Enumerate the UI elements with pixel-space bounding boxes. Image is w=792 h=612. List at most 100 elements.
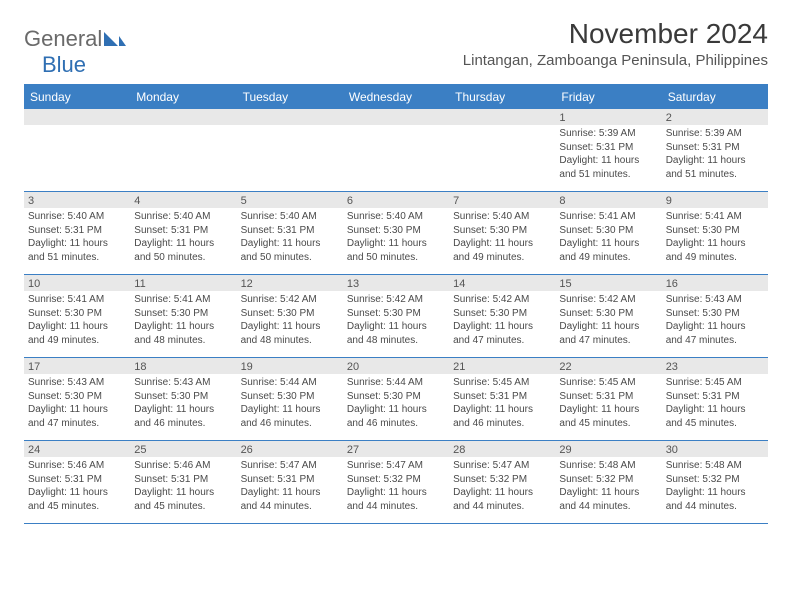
- sunrise-text: Sunrise: 5:44 AM: [241, 376, 339, 390]
- sunset-text: Sunset: 5:31 PM: [666, 141, 764, 155]
- day-number: [343, 109, 449, 125]
- day-cell: 21Sunrise: 5:45 AMSunset: 5:31 PMDayligh…: [449, 358, 555, 440]
- day-cell: 24 Sunrise: 5:46 AMSunset: 5:31 PMDayligh…: [24, 441, 130, 523]
- day-content: Sunrise: 5:47 AMSunset: 5:32 PMDaylight:…: [449, 457, 555, 517]
- day-content: Sunrise: 5:41 AMSunset: 5:30 PMDaylight:…: [130, 291, 236, 351]
- day-number: [130, 109, 236, 125]
- sunrise-text: Sunrise: 5:43 AM: [666, 293, 764, 307]
- sunset-text: Sunset: 5:30 PM: [347, 307, 445, 321]
- sunset-text: Sunset: 5:32 PM: [666, 473, 764, 487]
- day-number: 14: [449, 275, 555, 291]
- day-number: 28: [449, 441, 555, 457]
- sunrise-text: Sunrise: 5:40 AM: [347, 210, 445, 224]
- day-cell: 28Sunrise: 5:47 AMSunset: 5:32 PMDayligh…: [449, 441, 555, 523]
- sunrise-text: Sunrise: 5:39 AM: [666, 127, 764, 141]
- sunrise-text: Sunrise: 5:42 AM: [453, 293, 551, 307]
- daylight-text: Daylight: 11 hours and 44 minutes.: [241, 486, 339, 513]
- day-cell: 26Sunrise: 5:47 AMSunset: 5:31 PMDayligh…: [237, 441, 343, 523]
- sunset-text: Sunset: 5:31 PM: [559, 141, 657, 155]
- day-content: Sunrise: 5:47 AMSunset: 5:31 PMDaylight:…: [237, 457, 343, 517]
- day-content: Sunrise: 5:48 AMSunset: 5:32 PMDaylight:…: [555, 457, 661, 517]
- day-content: [449, 125, 555, 185]
- logo-sail-icon: [104, 30, 126, 51]
- sunset-text: Sunset: 5:31 PM: [28, 224, 126, 238]
- day-cell: 19Sunrise: 5:44 AMSunset: 5:30 PMDayligh…: [237, 358, 343, 440]
- daylight-text: Daylight: 11 hours and 47 minutes.: [559, 320, 657, 347]
- day-content: Sunrise: 5:40 AMSunset: 5:30 PMDaylight:…: [449, 208, 555, 268]
- day-content: Sunrise: 5:44 AMSunset: 5:30 PMDaylight:…: [343, 374, 449, 434]
- day-content: Sunrise: 5:45 AMSunset: 5:31 PMDaylight:…: [555, 374, 661, 434]
- day-number: 25: [130, 441, 236, 457]
- sunrise-text: Sunrise: 5:45 AM: [666, 376, 764, 390]
- day-number: 5: [237, 192, 343, 208]
- day-content: [24, 125, 130, 185]
- day-number: 2: [662, 109, 768, 125]
- day-number: 30: [662, 441, 768, 457]
- sunrise-text: Sunrise: 5:40 AM: [28, 210, 126, 224]
- day-cell: 2Sunrise: 5:39 AMSunset: 5:31 PMDaylight…: [662, 109, 768, 191]
- day-number: 17: [24, 358, 130, 374]
- sunset-text: Sunset: 5:30 PM: [28, 390, 126, 404]
- sunrise-text: Sunrise: 5:40 AM: [453, 210, 551, 224]
- day-cell: 18Sunrise: 5:43 AMSunset: 5:30 PMDayligh…: [130, 358, 236, 440]
- day-content: Sunrise: 5:42 AMSunset: 5:30 PMDaylight:…: [449, 291, 555, 351]
- day-content: Sunrise: 5:45 AMSunset: 5:31 PMDaylight:…: [449, 374, 555, 434]
- sunrise-text: Sunrise: 5:42 AM: [559, 293, 657, 307]
- sunrise-text: Sunrise: 5:44 AM: [347, 376, 445, 390]
- day-number: 10: [24, 275, 130, 291]
- day-cell: 23Sunrise: 5:45 AMSunset: 5:31 PMDayligh…: [662, 358, 768, 440]
- title-block: November 2024 Lintangan, Zamboanga Penin…: [463, 18, 768, 69]
- weekday-header: Monday: [130, 86, 236, 109]
- day-number: 26: [237, 441, 343, 457]
- sunrise-text: Sunrise: 5:45 AM: [453, 376, 551, 390]
- sunset-text: Sunset: 5:30 PM: [559, 224, 657, 238]
- sunset-text: Sunset: 5:30 PM: [241, 390, 339, 404]
- sunset-text: Sunset: 5:31 PM: [453, 390, 551, 404]
- weekday-header: Sunday: [24, 86, 130, 109]
- daylight-text: Daylight: 11 hours and 45 minutes.: [28, 486, 126, 513]
- sunset-text: Sunset: 5:30 PM: [666, 307, 764, 321]
- day-number: 16: [662, 275, 768, 291]
- sunrise-text: Sunrise: 5:47 AM: [241, 459, 339, 473]
- daylight-text: Daylight: 11 hours and 47 minutes.: [28, 403, 126, 430]
- daylight-text: Daylight: 11 hours and 49 minutes.: [453, 237, 551, 264]
- sunrise-text: Sunrise: 5:40 AM: [134, 210, 232, 224]
- daylight-text: Daylight: 11 hours and 46 minutes.: [347, 403, 445, 430]
- day-cell: 14Sunrise: 5:42 AMSunset: 5:30 PMDayligh…: [449, 275, 555, 357]
- sunset-text: Sunset: 5:30 PM: [453, 224, 551, 238]
- daylight-text: Daylight: 11 hours and 44 minutes.: [559, 486, 657, 513]
- sunrise-text: Sunrise: 5:45 AM: [559, 376, 657, 390]
- day-cell-empty: [24, 109, 130, 191]
- day-cell: 6Sunrise: 5:40 AMSunset: 5:30 PMDaylight…: [343, 192, 449, 274]
- sunset-text: Sunset: 5:32 PM: [559, 473, 657, 487]
- logo-word-general: General: [24, 26, 102, 51]
- sunrise-text: Sunrise: 5:46 AM: [28, 459, 126, 473]
- day-content: Sunrise: 5:45 AMSunset: 5:31 PMDaylight:…: [662, 374, 768, 434]
- sunset-text: Sunset: 5:30 PM: [559, 307, 657, 321]
- sunrise-text: Sunrise: 5:41 AM: [134, 293, 232, 307]
- logo: General Blue: [24, 26, 126, 78]
- day-number: 12: [237, 275, 343, 291]
- day-number: [24, 109, 130, 125]
- day-content: Sunrise: 5:48 AMSunset: 5:32 PMDaylight:…: [662, 457, 768, 517]
- weekday-header: Tuesday: [237, 86, 343, 109]
- daylight-text: Daylight: 11 hours and 45 minutes.: [559, 403, 657, 430]
- daylight-text: Daylight: 11 hours and 44 minutes.: [453, 486, 551, 513]
- sunrise-text: Sunrise: 5:41 AM: [666, 210, 764, 224]
- sunset-text: Sunset: 5:30 PM: [241, 307, 339, 321]
- day-number: 19: [237, 358, 343, 374]
- sunrise-text: Sunrise: 5:43 AM: [28, 376, 126, 390]
- day-number: 6: [343, 192, 449, 208]
- day-content: Sunrise: 5:43 AMSunset: 5:30 PMDaylight:…: [662, 291, 768, 351]
- weekday-header-row: SundayMondayTuesdayWednesdayThursdayFrid…: [24, 86, 768, 109]
- week-row: 24Sunrise: 5:46 AMSunset: 5:31 PMDayligh…: [24, 441, 768, 524]
- sunset-text: Sunset: 5:30 PM: [134, 307, 232, 321]
- day-cell: 9Sunrise: 5:41 AMSunset: 5:30 PMDaylight…: [662, 192, 768, 274]
- page-header: General Blue November 2024 Lintangan, Za…: [24, 18, 768, 78]
- sunset-text: Sunset: 5:30 PM: [28, 307, 126, 321]
- weekday-header: Wednesday: [343, 86, 449, 109]
- day-number: 24: [24, 441, 130, 457]
- sunset-text: Sunset: 5:31 PM: [28, 473, 126, 487]
- week-row: 17Sunrise: 5:43 AMSunset: 5:30 PMDayligh…: [24, 358, 768, 441]
- day-content: [343, 125, 449, 185]
